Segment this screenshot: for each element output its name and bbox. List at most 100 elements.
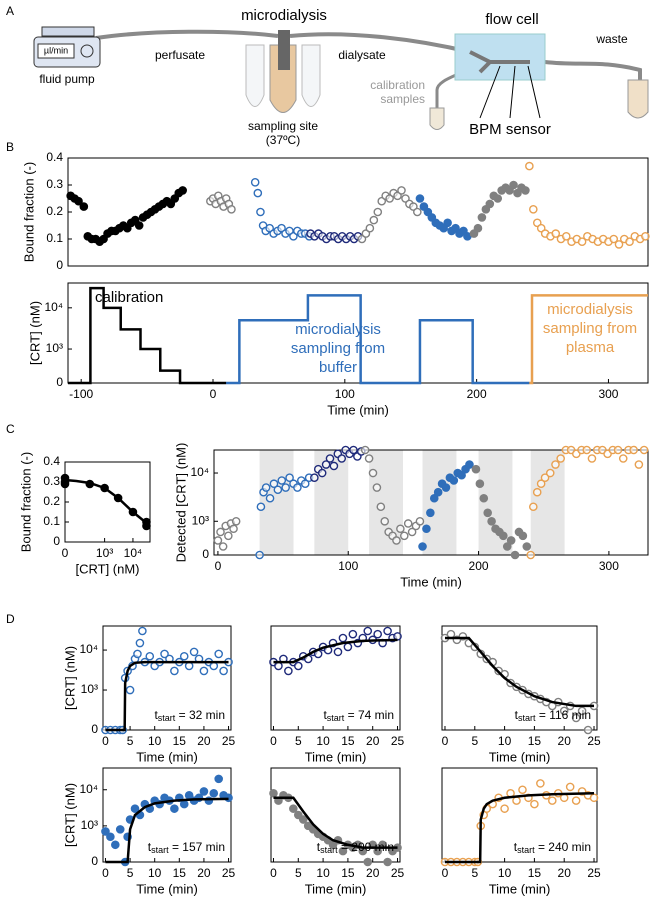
x-tick-label: 0: [442, 866, 449, 880]
x-axis-title: Time (min): [327, 402, 389, 417]
x-tick-label: 15: [528, 866, 542, 880]
data-point: [556, 454, 565, 463]
tubing: [95, 29, 642, 100]
data-point: [559, 706, 569, 716]
x-tick-label: 10: [148, 734, 162, 748]
x-tick-label: 20: [197, 734, 211, 748]
flow-cell: [454, 33, 546, 81]
data-point: [614, 240, 624, 249]
data-point: [293, 661, 303, 671]
y-tick-label: 10³: [192, 513, 209, 527]
data-point: [510, 550, 520, 560]
vial: [245, 44, 265, 107]
data-point: [433, 487, 443, 497]
x-axis-title: Time (min): [305, 881, 367, 896]
data-point: [368, 468, 378, 478]
x-tick-label: 0: [210, 387, 217, 401]
data-point: [449, 476, 459, 485]
data-point: [184, 661, 194, 671]
waste-vial: [627, 79, 649, 119]
x-tick-label: 100: [338, 559, 358, 573]
data-point: [500, 804, 509, 813]
axis-frame: [441, 625, 598, 731]
annotation: tstart = 116 min: [515, 708, 591, 723]
y-tick-label: 0.4: [43, 454, 60, 468]
x-tick-label: 0: [270, 734, 277, 748]
x-tick-label: 5: [295, 734, 302, 748]
axis-frame: [102, 625, 232, 731]
data-point: [561, 231, 571, 241]
data-point: [373, 629, 382, 639]
data-point: [111, 840, 120, 850]
flow-channel: [469, 50, 530, 74]
x-tick-label: 300: [598, 387, 618, 401]
data-point: [281, 483, 290, 492]
annotation-part: = 200 min: [338, 840, 394, 854]
data-point: [465, 460, 474, 469]
data-point: [530, 799, 539, 809]
panel-label: C: [6, 422, 15, 436]
data-point: [372, 483, 382, 492]
x-tick-label: 5: [127, 734, 134, 748]
data-point: [413, 207, 422, 217]
data-point: [551, 460, 560, 469]
data-point: [179, 651, 189, 661]
data-point: [256, 502, 266, 512]
data-point: [609, 234, 619, 244]
fit-line: [273, 638, 398, 664]
data-point: [343, 642, 353, 652]
data-point: [133, 649, 142, 659]
x-tick-label: 25: [222, 866, 236, 880]
x-tick-label: 200: [469, 559, 489, 573]
data-point: [392, 536, 401, 545]
y-tick-label: 0: [91, 722, 98, 736]
data-point: [273, 485, 283, 495]
annotation: sampling from: [291, 340, 385, 357]
x-tick-label: 0: [102, 866, 109, 880]
data-point: [571, 713, 581, 723]
y-tick-label: 0.4: [46, 150, 63, 164]
data-point: [337, 454, 347, 463]
data-point: [142, 521, 151, 531]
panel-label: A: [6, 4, 14, 18]
data-point: [261, 483, 271, 492]
temperature-label: (37ºC): [266, 133, 300, 147]
pump-knob: [80, 44, 94, 58]
data-point: [493, 194, 503, 203]
calibration-vial: [429, 107, 445, 130]
data-point: [545, 468, 555, 478]
data-point: [250, 177, 260, 187]
data-point: [170, 666, 179, 676]
x-tick-label: 20: [366, 866, 380, 880]
annotation: tstart = 200 min: [317, 840, 394, 855]
data-point: [369, 215, 379, 225]
annotation-part: = 74 min: [344, 708, 394, 722]
data-point: [502, 542, 512, 551]
data-point: [253, 188, 263, 198]
data-point: [518, 785, 527, 795]
calibration-label: calibration: [370, 78, 425, 92]
axis-frame: [270, 625, 401, 731]
data-point: [483, 508, 492, 518]
data-point: [526, 550, 536, 560]
y-tick-label: 10³: [81, 818, 98, 832]
sampling-site-label: sampling site: [248, 119, 318, 133]
data-point: [577, 237, 587, 246]
y-axis-title: Bound fraction (-): [18, 452, 33, 552]
data-point: [522, 542, 532, 551]
data-point: [179, 799, 189, 809]
y-axis-title: [CRT] (nM): [62, 783, 77, 847]
x-tick-label: 20: [558, 866, 572, 880]
flow-cell-label: flow cell: [485, 11, 538, 28]
data-point: [625, 237, 634, 246]
calibration-label: samples: [380, 92, 425, 106]
probe: [278, 30, 290, 70]
data-point: [583, 725, 593, 735]
y-tick-label: 10³: [81, 682, 98, 696]
data-point: [383, 857, 392, 867]
annotation-part: = 240 min: [535, 840, 591, 854]
x-tick-label: 200: [467, 387, 487, 401]
data-point: [577, 706, 587, 716]
pump-label: fluid pump: [39, 72, 95, 86]
x-tick-label: 25: [222, 734, 236, 748]
